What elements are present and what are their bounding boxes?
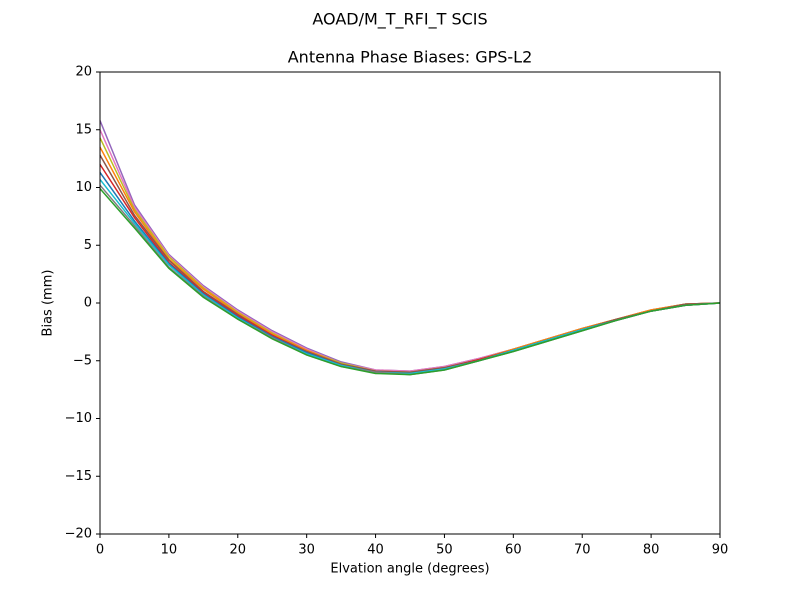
x-tick-label: 30 xyxy=(298,543,315,558)
y-tick-label: 15 xyxy=(75,122,92,137)
x-tick-label: 90 xyxy=(712,543,729,558)
series-line xyxy=(99,188,721,376)
y-tick-label: −15 xyxy=(65,469,92,484)
chart-title: AOAD/M_T_RFI_T SCIS xyxy=(312,10,487,30)
plot-frame xyxy=(99,71,721,535)
series-line xyxy=(99,154,721,374)
x-tick-label: 0 xyxy=(96,543,104,558)
x-tick-label: 60 xyxy=(505,543,522,558)
series-line xyxy=(99,163,721,375)
y-tick-label: 10 xyxy=(75,180,92,195)
y-tick-label: −10 xyxy=(65,411,92,426)
x-tick-label: 20 xyxy=(230,543,247,558)
x-tick-label: 50 xyxy=(436,543,453,558)
y-tick-label: 5 xyxy=(84,238,92,253)
x-tick-label: 80 xyxy=(643,543,660,558)
series-line xyxy=(99,137,721,374)
y-tick-label: −5 xyxy=(73,353,92,368)
series-line xyxy=(99,146,721,374)
series-line xyxy=(99,172,721,375)
x-tick-label: 70 xyxy=(574,543,591,558)
x-axis-label: Elvation angle (degrees) xyxy=(330,562,489,577)
series-line xyxy=(99,129,721,372)
chart-subtitle: Antenna Phase Biases: GPS-L2 xyxy=(288,48,533,67)
y-axis-label: Bias (mm) xyxy=(41,270,56,337)
y-tick-label: −20 xyxy=(65,527,92,542)
y-tick-label: 20 xyxy=(75,65,92,80)
x-tick-label: 10 xyxy=(161,543,178,558)
x-tick-label: 40 xyxy=(367,543,384,558)
series-line xyxy=(99,120,721,372)
y-tick-label: 0 xyxy=(84,296,92,311)
